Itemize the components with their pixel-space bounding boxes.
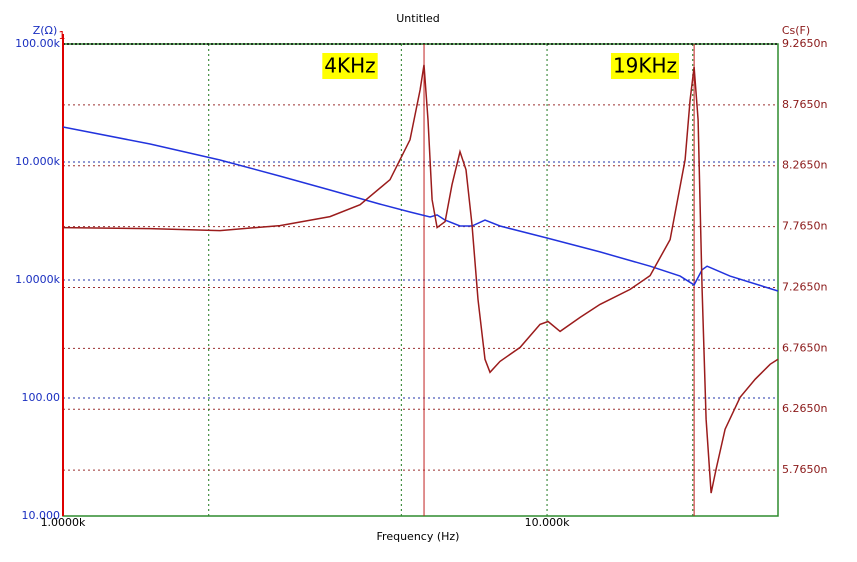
y2-tick-label: 8.2650n — [782, 159, 827, 172]
series-line — [62, 126, 779, 292]
y-axis-label: Z(Ω) — [33, 24, 58, 37]
y2-tick-label: 6.2650n — [782, 402, 827, 415]
annotation-text: 4KHz — [324, 54, 375, 78]
y2-tick-label: 8.7650n — [782, 98, 827, 111]
annotation: 4KHz — [322, 53, 378, 79]
chart-title: Untitled — [396, 12, 440, 25]
annotation: 19KHz — [610, 53, 680, 79]
y-tick-label: 100.00k — [15, 37, 60, 50]
series-line — [62, 64, 779, 494]
y-tick-label: 10.000k — [15, 155, 60, 168]
y2-tick-label: 5.7650n — [782, 463, 827, 476]
y-tick-label: 1.0000k — [15, 273, 60, 286]
x-tick-label: 1.0000k — [41, 516, 86, 529]
annotation-box — [610, 53, 680, 79]
y2-tick-label: 7.2650n — [782, 280, 827, 293]
annotation-text: 19KHz — [613, 54, 677, 78]
y2-tick-label: 6.7650n — [782, 341, 827, 354]
x-tick-label: 10.000k — [525, 516, 570, 529]
y2-tick-label: 7.7650n — [782, 220, 827, 233]
annotation-box — [322, 53, 378, 79]
y2-tick-label: 9.2650n — [782, 37, 827, 50]
plot-frame — [62, 43, 779, 517]
y2-axis-label: Cs(F) — [782, 24, 810, 37]
y-tick-label: 100.00 — [22, 391, 61, 404]
x-axis-label: Frequency (Hz) — [377, 530, 460, 543]
y-tick-label: 10.000 — [22, 509, 61, 522]
